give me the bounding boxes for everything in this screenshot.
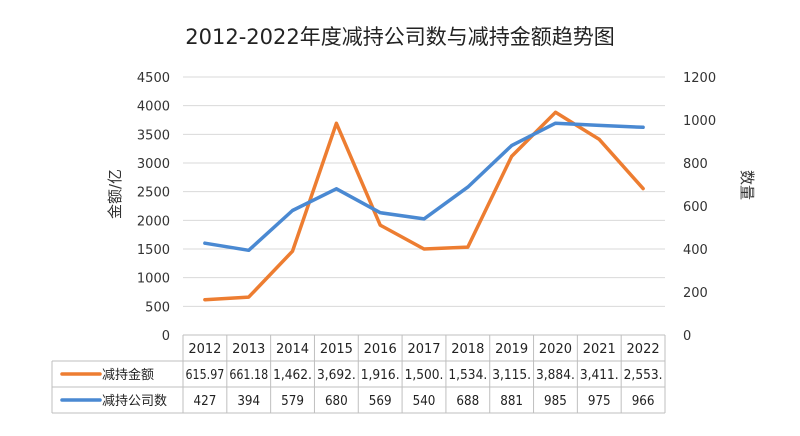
series-line bbox=[203, 121, 645, 253]
right-tick-label: 800 bbox=[683, 157, 708, 172]
data-point bbox=[466, 185, 470, 189]
data-value-label: 3,115. bbox=[492, 368, 531, 383]
data-value-label: 3,884. bbox=[536, 368, 575, 383]
data-value-label: 975 bbox=[588, 394, 611, 409]
data-value-label: 966 bbox=[632, 394, 655, 409]
data-value-label: 3,692. bbox=[317, 368, 356, 383]
data-value-label: 1,462. bbox=[273, 368, 312, 383]
category-label: 2013 bbox=[232, 342, 265, 357]
right-tick-label: 400 bbox=[683, 243, 708, 258]
right-tick-label: 0 bbox=[683, 329, 691, 344]
category-label: 2021 bbox=[583, 342, 616, 357]
data-point bbox=[597, 137, 601, 141]
left-tick-label: 3000 bbox=[137, 157, 170, 172]
right-axis-label: 数量 bbox=[738, 170, 756, 200]
data-point bbox=[203, 298, 207, 302]
right-tick-label: 600 bbox=[683, 200, 708, 215]
category-label: 2019 bbox=[495, 342, 528, 357]
data-point bbox=[247, 295, 251, 299]
data-point bbox=[334, 187, 338, 191]
data-point bbox=[510, 154, 514, 158]
data-point bbox=[466, 245, 470, 249]
right-tick-label: 1200 bbox=[683, 71, 716, 86]
data-point bbox=[378, 223, 382, 227]
data-value-label: 615.97 bbox=[186, 368, 225, 383]
data-point bbox=[597, 123, 601, 127]
data-value-label: 1,916. bbox=[361, 368, 400, 383]
data-value-label: 540 bbox=[413, 394, 436, 409]
data-point bbox=[422, 217, 426, 221]
data-value-label: 1,534. bbox=[448, 368, 487, 383]
left-tick-label: 2500 bbox=[137, 186, 170, 201]
chart-title: 2012-2022年度减持公司数与减持金额趋势图 bbox=[185, 25, 614, 49]
right-axis-ticks: 0 200 400 600 800 1000 1200 bbox=[683, 71, 716, 344]
gridlines bbox=[183, 76, 665, 307]
series-line bbox=[203, 110, 645, 302]
category-label: 2020 bbox=[539, 342, 572, 357]
data-value-label: 881 bbox=[500, 394, 523, 409]
category-label: 2014 bbox=[276, 342, 309, 357]
data-table: 2012 2013 2014 2015 2016 2017 2018 2019 2020 2021… bbox=[51, 334, 666, 414]
data-value-label: 394 bbox=[237, 394, 260, 409]
data-value-label: 2,553. bbox=[624, 368, 663, 383]
data-point bbox=[422, 247, 426, 251]
left-tick-label: 500 bbox=[145, 300, 170, 315]
category-label: 2017 bbox=[407, 342, 440, 357]
legend-label: 减持金额 bbox=[102, 367, 154, 383]
data-value-label: 427 bbox=[194, 394, 217, 409]
left-tick-label: 0 bbox=[162, 329, 170, 344]
data-point bbox=[553, 121, 557, 125]
left-axis-ticks: 0 500 1000 1500 2000 2500 3000 3500 4000 4500 bbox=[137, 71, 170, 344]
data-point bbox=[203, 241, 207, 245]
data-value-label: 1,500. bbox=[405, 368, 444, 383]
category-label: 2012 bbox=[188, 342, 221, 357]
data-point bbox=[247, 248, 251, 252]
left-tick-label: 4000 bbox=[137, 100, 170, 115]
series-lines bbox=[203, 110, 645, 302]
data-value-label: 3,411. bbox=[580, 368, 619, 383]
data-point bbox=[291, 249, 295, 253]
data-point bbox=[291, 209, 295, 213]
right-tick-label: 200 bbox=[683, 286, 708, 301]
right-tick-label: 1000 bbox=[683, 114, 716, 129]
data-value-label: 985 bbox=[544, 394, 567, 409]
data-point bbox=[378, 211, 382, 215]
category-label: 2022 bbox=[627, 342, 660, 357]
data-value-label: 661.18 bbox=[229, 368, 268, 383]
data-point bbox=[510, 144, 514, 148]
category-label: 2016 bbox=[364, 342, 397, 357]
category-label: 2018 bbox=[451, 342, 484, 357]
data-point bbox=[641, 125, 645, 129]
data-value-label: 569 bbox=[369, 394, 392, 409]
data-point bbox=[641, 187, 645, 191]
data-point bbox=[334, 121, 338, 125]
left-tick-label: 2000 bbox=[137, 214, 170, 229]
left-axis-label: 金额/亿 bbox=[106, 169, 124, 219]
left-tick-label: 1500 bbox=[137, 243, 170, 258]
category-label: 2015 bbox=[320, 342, 353, 357]
data-point bbox=[553, 110, 557, 114]
data-value-label: 579 bbox=[281, 394, 304, 409]
left-tick-label: 3500 bbox=[137, 128, 170, 143]
left-tick-label: 1000 bbox=[137, 272, 170, 287]
data-value-label: 688 bbox=[456, 394, 479, 409]
legend-label: 减持公司数 bbox=[102, 394, 167, 409]
data-value-label: 680 bbox=[325, 394, 348, 409]
left-tick-label: 4500 bbox=[137, 71, 170, 86]
